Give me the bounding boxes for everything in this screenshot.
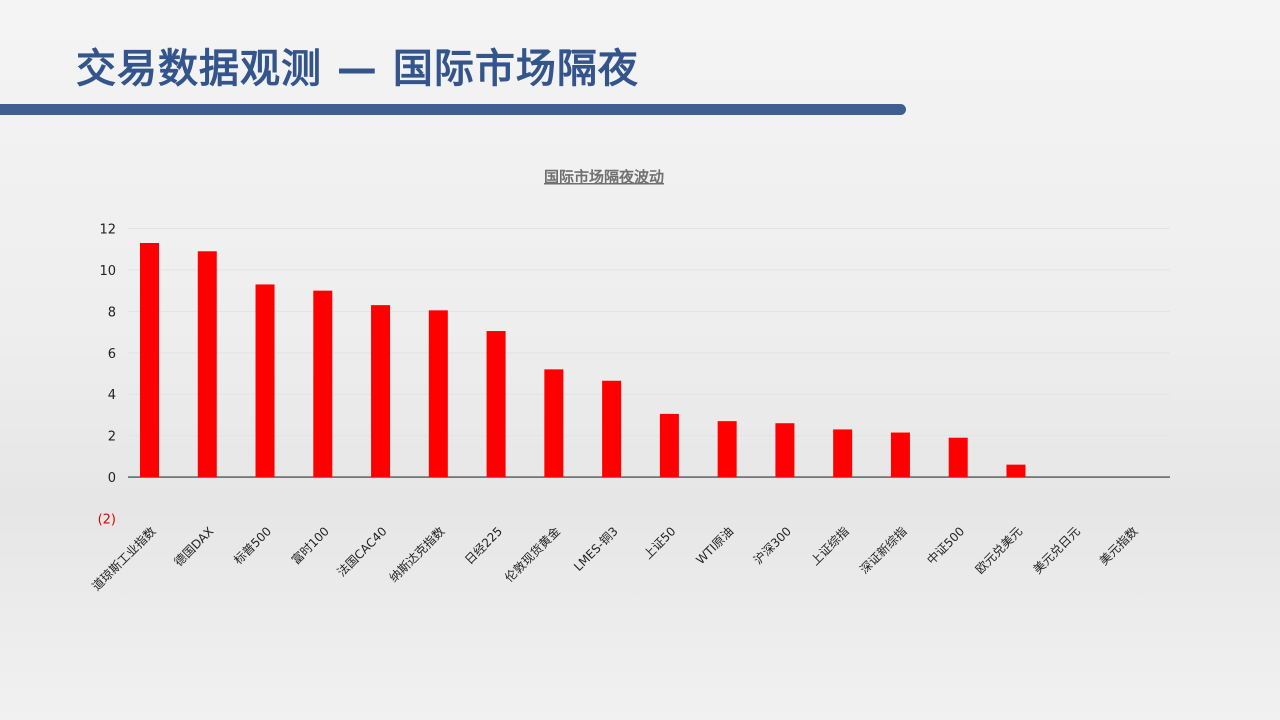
x-tick-label: 伦敦现货黄金 [501, 524, 563, 586]
y-tick-label: 4 [108, 388, 116, 403]
bar [428, 310, 448, 478]
y-axis-ticks: 12 10 8 6 4 2 0 (2) [98, 223, 116, 528]
bars [140, 243, 1026, 478]
x-tick-label: 富时100 [288, 524, 332, 568]
x-tick-label: 上证综指 [807, 524, 852, 569]
bar [544, 369, 564, 478]
y-tick-label: (2) [98, 513, 116, 528]
y-tick-label: 0 [108, 471, 116, 486]
bar [313, 290, 333, 478]
x-tick-label: LMES-铜3 [570, 524, 620, 574]
x-tick-label: WTI原油 [693, 524, 736, 567]
bar [197, 251, 217, 478]
chart-title: 国际市场隔夜波动 [544, 168, 664, 186]
x-tick-label: 标普500 [231, 524, 274, 567]
x-tick-label: 深证新综指 [857, 524, 910, 577]
x-tick-label: 美元指数 [1096, 524, 1141, 569]
x-tick-label: 美元兑日元 [1031, 524, 1083, 576]
bar [948, 437, 968, 478]
y-tick-label: 12 [99, 223, 116, 238]
x-tick-label: 德国DAX [171, 524, 217, 570]
x-tick-label: 上证50 [641, 524, 679, 562]
bar [890, 432, 910, 478]
page-title: 交易数据观测 — 国际市场隔夜 [76, 46, 639, 92]
bar [775, 423, 795, 478]
x-tick-label: 中证500 [924, 524, 968, 568]
y-tick-label: 8 [108, 305, 116, 320]
x-tick-label: 法国CAC40 [335, 524, 390, 579]
y-tick-label: 2 [108, 430, 116, 445]
bar [1006, 464, 1026, 478]
bar [140, 243, 159, 478]
bar [255, 284, 275, 478]
bar [602, 380, 622, 478]
x-tick-label: 道琼斯工业指数 [89, 524, 159, 594]
bar [659, 413, 679, 478]
x-tick-label: 欧元兑美元 [973, 524, 1025, 576]
grid-lines [128, 228, 1170, 478]
y-tick-label: 10 [99, 264, 116, 279]
bar [833, 429, 853, 478]
x-tick-label: 日经225 [462, 524, 505, 567]
bar [371, 305, 391, 478]
y-tick-label: 6 [108, 347, 116, 362]
x-tick-label: 纳斯达克指数 [386, 524, 448, 586]
bar [717, 421, 737, 478]
x-tick-label: 沪深300 [751, 524, 794, 567]
bar [486, 331, 506, 478]
title-underline-bar [0, 104, 906, 115]
